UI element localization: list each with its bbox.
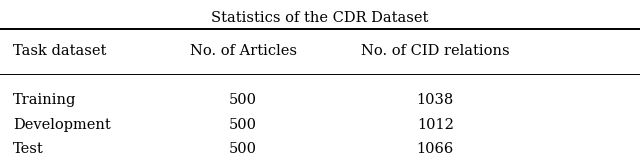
Text: 1066: 1066 xyxy=(417,142,454,156)
Text: Development: Development xyxy=(13,118,111,132)
Text: No. of CID relations: No. of CID relations xyxy=(361,44,509,58)
Text: 1038: 1038 xyxy=(417,93,454,107)
Text: 500: 500 xyxy=(229,118,257,132)
Text: Test: Test xyxy=(13,142,44,156)
Text: Statistics of the CDR Dataset: Statistics of the CDR Dataset xyxy=(211,11,429,25)
Text: 500: 500 xyxy=(229,93,257,107)
Text: 1012: 1012 xyxy=(417,118,454,132)
Text: Task dataset: Task dataset xyxy=(13,44,106,58)
Text: 500: 500 xyxy=(229,142,257,156)
Text: No. of Articles: No. of Articles xyxy=(189,44,297,58)
Text: Training: Training xyxy=(13,93,76,107)
